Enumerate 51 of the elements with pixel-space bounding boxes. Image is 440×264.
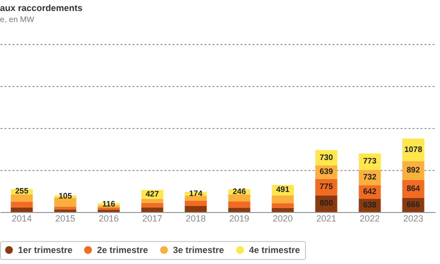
bar — [10, 207, 33, 212]
chart-title: aux raccordements — [0, 3, 83, 13]
bar — [54, 198, 76, 207]
legend-label: 2e trimestre — [97, 245, 148, 255]
bar — [141, 202, 164, 208]
x-tick-label: 2018 — [186, 214, 206, 224]
legend-label: 4e trimestre — [249, 245, 300, 255]
bar — [228, 194, 250, 202]
x-tick-label: 2022 — [360, 214, 380, 224]
bar — [10, 194, 33, 202]
x-tick-label: 2020 — [272, 214, 293, 224]
bar — [54, 206, 76, 210]
bar — [228, 208, 250, 212]
bar — [184, 200, 207, 206]
x-tick-label: 2021 — [316, 214, 336, 224]
bar — [141, 207, 164, 212]
data-label: 775 — [320, 182, 334, 192]
x-tick-label: 2019 — [229, 214, 250, 224]
data-label: 639 — [320, 167, 334, 176]
data-label: 773 — [363, 156, 377, 166]
data-label: 427 — [146, 189, 160, 198]
x-tick-label: 2014 — [12, 214, 32, 224]
data-label: 491 — [276, 185, 290, 194]
data-label: 864 — [406, 184, 420, 193]
bar — [54, 209, 76, 212]
bar — [272, 195, 294, 204]
data-label: 732 — [363, 172, 377, 182]
x-tick-label: 2016 — [98, 214, 119, 224]
data-label: 642 — [363, 186, 377, 196]
x-tick-label: 2015 — [55, 214, 76, 224]
legend-label: 1er trimestre — [18, 245, 73, 255]
x-tick-label: 2023 — [403, 214, 424, 224]
x-tick-label: 2017 — [142, 214, 162, 224]
bar — [228, 202, 250, 208]
data-label: 892 — [406, 166, 420, 175]
data-label: 638 — [363, 200, 377, 210]
chart-subtitle: e, en MW — [0, 15, 35, 24]
bar — [98, 207, 120, 210]
data-label: 730 — [320, 152, 334, 162]
bar — [184, 196, 207, 201]
bar — [272, 208, 294, 212]
data-label: 1078 — [404, 144, 423, 154]
bar — [184, 206, 207, 212]
data-label: 800 — [320, 198, 334, 208]
data-label: 666 — [406, 200, 420, 210]
bar — [141, 198, 164, 203]
data-label: 255 — [15, 186, 29, 196]
bar — [272, 203, 294, 208]
bar — [10, 202, 33, 208]
legend-label: 3e trimestre — [173, 245, 224, 255]
data-label: 246 — [232, 186, 246, 196]
